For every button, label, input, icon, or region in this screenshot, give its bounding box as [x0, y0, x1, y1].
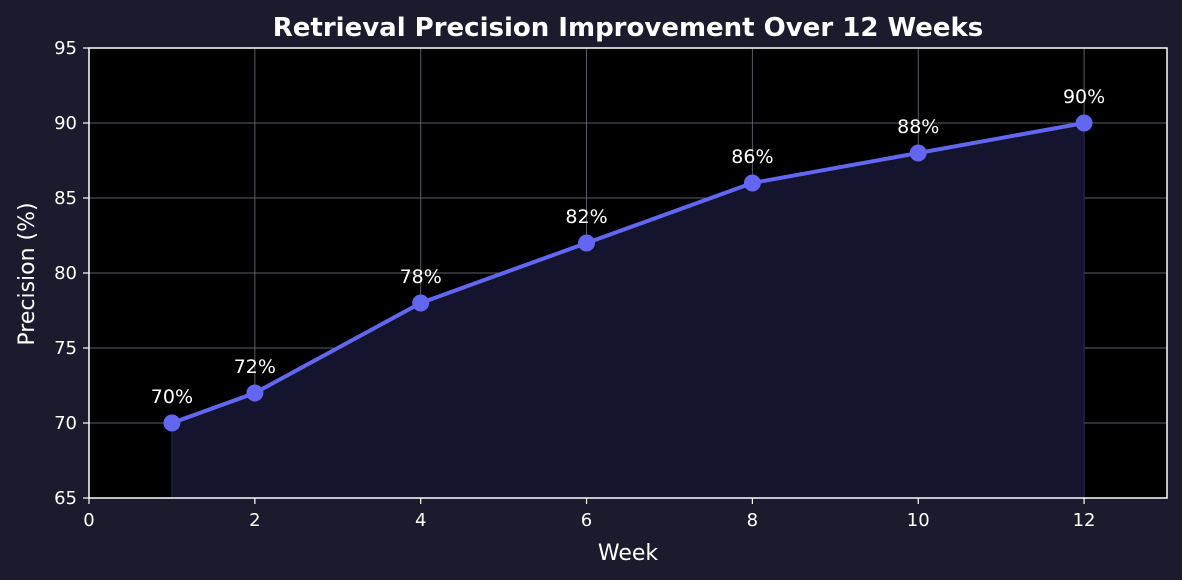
- data-label: 90%: [1063, 86, 1105, 108]
- data-point: [578, 234, 596, 252]
- x-tick-label: 2: [249, 510, 260, 531]
- data-label: 72%: [234, 356, 276, 378]
- x-tick-label: 0: [83, 510, 94, 531]
- y-tick-label: 90: [54, 113, 77, 134]
- y-tick-label: 85: [54, 188, 77, 209]
- y-tick-label: 65: [54, 488, 77, 509]
- data-point: [909, 144, 927, 162]
- y-tick-label: 70: [54, 413, 77, 434]
- data-point: [246, 384, 264, 402]
- y-axis-label: Precision (%): [15, 202, 40, 345]
- x-tick-label: 8: [747, 510, 758, 531]
- data-point: [412, 294, 430, 312]
- data-point: [1075, 114, 1093, 132]
- y-tick-label: 95: [54, 38, 77, 59]
- y-tick-label: 75: [54, 338, 77, 359]
- x-tick-label: 4: [415, 510, 426, 531]
- x-tick-label: 12: [1073, 510, 1096, 531]
- chart-title: Retrieval Precision Improvement Over 12 …: [273, 13, 984, 43]
- data-point: [743, 174, 761, 192]
- data-labels: 70% 72% 78% 82% 86% 88% 90%: [151, 86, 1105, 408]
- x-axis-label: Week: [598, 541, 659, 566]
- data-label: 86%: [731, 146, 773, 168]
- x-tick-label: 6: [581, 510, 592, 531]
- x-tick-label: 10: [907, 510, 930, 531]
- data-label: 82%: [565, 206, 607, 228]
- data-label: 78%: [400, 266, 442, 288]
- axis-ticks: 0 2 4 6 8 10 12 65 70 75 80 85 90 95: [54, 38, 1095, 531]
- data-points: [163, 114, 1093, 432]
- data-label: 88%: [897, 116, 939, 138]
- y-tick-label: 80: [54, 263, 77, 284]
- data-point: [163, 414, 181, 432]
- data-label: 70%: [151, 386, 193, 408]
